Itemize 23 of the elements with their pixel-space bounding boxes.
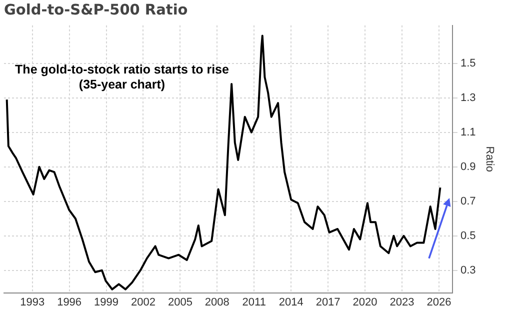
x-tick-label: 2011	[242, 296, 266, 308]
y-axis-title: Ratio	[483, 146, 496, 172]
y-tick-label: 1.3	[460, 92, 476, 104]
x-tick-label: 2017	[316, 296, 340, 308]
chart-title: Gold-to-S&P-500 Ratio	[4, 2, 188, 18]
y-tick-label: 0.3	[460, 264, 476, 276]
annotation: (35-year chart)	[78, 77, 166, 92]
x-tick-label: 2023	[390, 296, 414, 308]
x-tick-label: 2020	[352, 296, 378, 308]
y-tick-label: 0.7	[460, 195, 476, 208]
x-tick-label: 2002	[130, 296, 156, 308]
y-tick-label: 1.1	[460, 126, 476, 138]
x-tick-label: 2026	[426, 296, 452, 308]
y-tick-label: 0.5	[460, 230, 476, 242]
x-tick-label: 2005	[168, 296, 192, 308]
y-tick-label: 0.9	[460, 160, 476, 173]
x-tick-label: 1999	[94, 296, 119, 308]
annotation: The gold-to-stock ratio starts to rise	[15, 62, 230, 76]
y-tick-label: 1.5	[460, 57, 476, 70]
x-tick-label: 2014	[278, 296, 304, 308]
x-tick-label: 1993	[20, 296, 45, 308]
x-tick-label: 1996	[57, 296, 82, 308]
x-tick-label: 2008	[204, 296, 230, 308]
